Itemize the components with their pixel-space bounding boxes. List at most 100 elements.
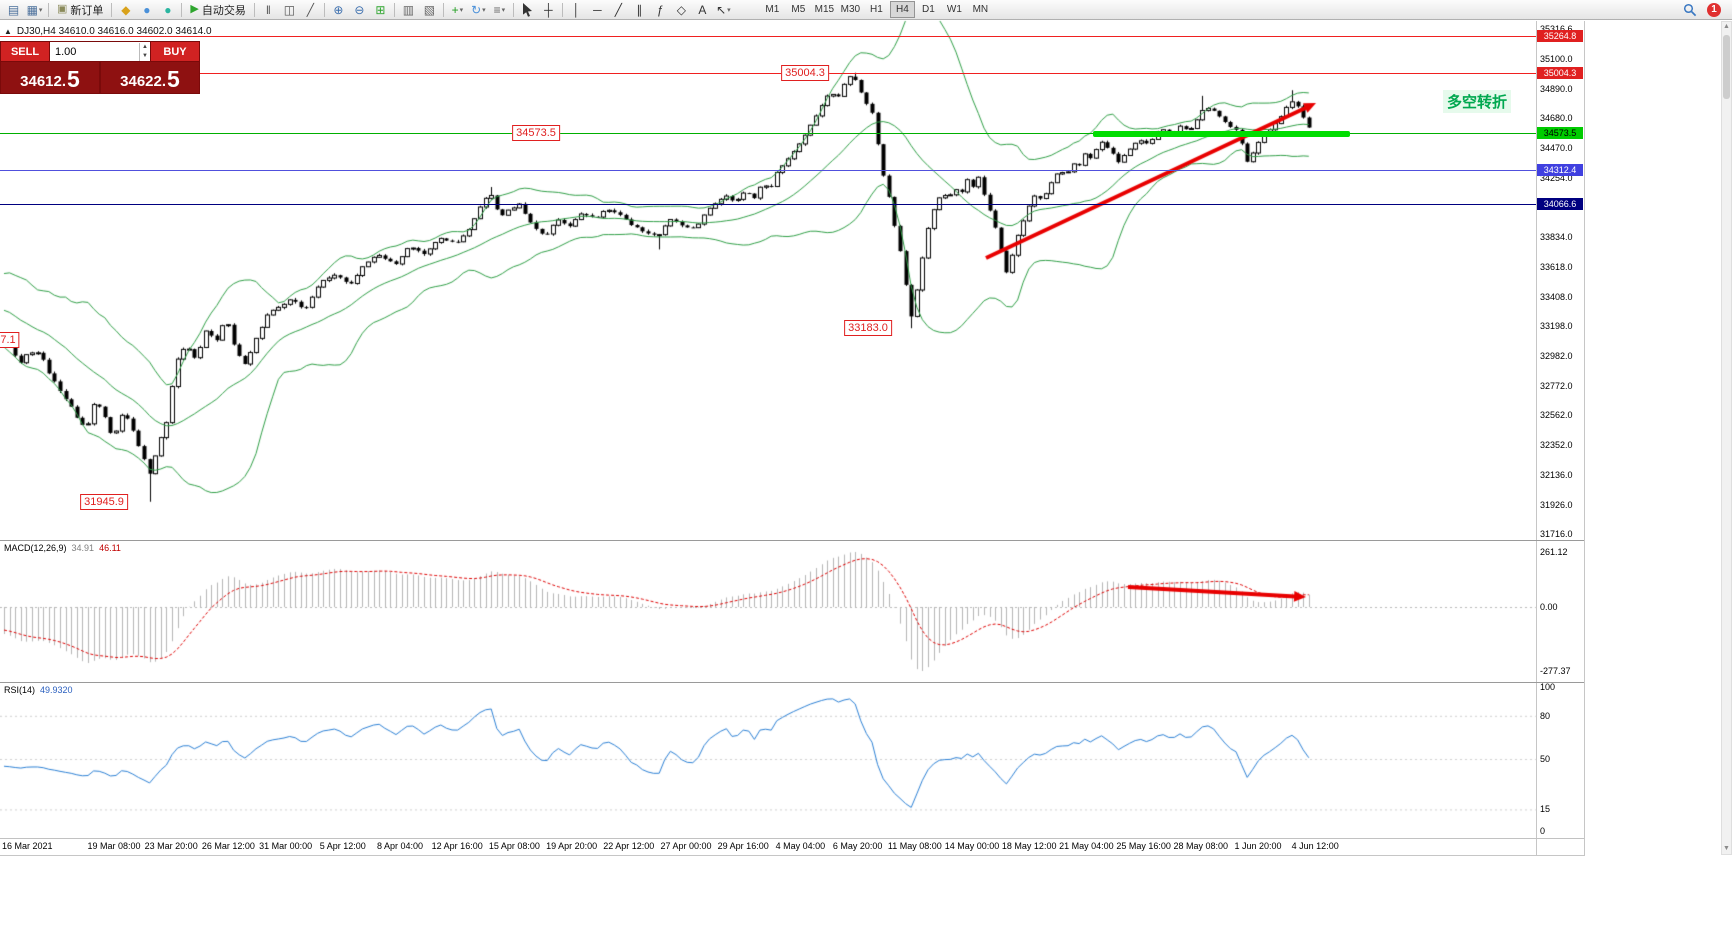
- macd-main-value: 34.91: [71, 543, 95, 553]
- mql5-market-icon[interactable]: ◆: [115, 1, 136, 19]
- rsi-name: RSI(14): [4, 685, 36, 695]
- zoom-out-icon[interactable]: ⊖: [349, 1, 370, 19]
- macd-name: MACD(12,26,9): [4, 543, 67, 553]
- volume-decrease-button[interactable]: ▼: [142, 52, 148, 59]
- chart-profiles-icon-glyph: ▦: [26, 2, 38, 17]
- toolbar-separator: [393, 2, 395, 17]
- arrows-tool-icon-glyph: ↖: [716, 2, 727, 17]
- timeframe-button-mn[interactable]: MN: [972, 4, 989, 15]
- sell-button[interactable]: SELL: [1, 42, 49, 61]
- line-chart-icon[interactable]: ╱: [300, 1, 321, 19]
- volume-input[interactable]: 1.00 ▲ ▼: [50, 42, 150, 61]
- macd-signal-value: 46.11: [99, 543, 121, 553]
- horizontal-level-line-35004.3[interactable]: [0, 73, 1536, 74]
- toolbar-right-group: 1: [1679, 1, 1721, 19]
- rsi-indicator-label: RSI(14) 49.9320: [4, 685, 73, 695]
- dropdown-caret-icon[interactable]: ▾: [727, 6, 731, 14]
- dropdown-caret-icon[interactable]: ▾: [501, 6, 506, 14]
- crosshair-icon[interactable]: ┼: [538, 1, 559, 19]
- community-icon-glyph: ●: [143, 2, 151, 17]
- text-label-icon[interactable]: A: [692, 1, 713, 19]
- chart-settings-icon[interactable]: ≡ ▾: [489, 1, 510, 19]
- new-order-button-label: 新订单: [70, 4, 104, 17]
- fibonacci-icon-glyph: ƒ: [657, 2, 664, 17]
- horizontal-line-icon[interactable]: ─: [587, 1, 608, 19]
- candlestick-chart-icon[interactable]: ◫: [279, 1, 300, 19]
- timeframe-button-d1[interactable]: D1: [921, 4, 935, 15]
- tile-windows-icon[interactable]: ⊞: [370, 1, 391, 19]
- arrows-tool-icon[interactable]: ↖ ▾: [713, 1, 734, 19]
- rsi-panel-separator[interactable]: [0, 682, 1584, 683]
- buy-price-display[interactable]: 34622. 5: [101, 62, 199, 93]
- chart-window-right-border: [1584, 21, 1585, 856]
- timeframe-button-h4[interactable]: H4: [889, 1, 915, 18]
- add-indicator-button[interactable]: + ▾: [447, 1, 468, 19]
- timeframe-button-m1[interactable]: M1: [765, 4, 780, 15]
- sell-price-display[interactable]: 34612. 5: [1, 62, 99, 93]
- new-chart-icon[interactable]: ▤: [3, 1, 24, 19]
- cursor-icon[interactable]: [517, 1, 538, 19]
- sell-price-main: 34612.: [20, 72, 67, 90]
- scroll-down-arrow-icon[interactable]: ▼: [1723, 845, 1730, 852]
- toolbar-separator: [323, 2, 325, 17]
- toolbar-separator: [48, 2, 49, 17]
- timeframe-toolbar: M1 M5 M15 M30 H1 H4 D1 W1 MN: [760, 1, 993, 18]
- auto-trading-button[interactable]: ▶ 自动交易: [185, 1, 250, 19]
- fibonacci-icon[interactable]: ƒ: [650, 1, 671, 19]
- text-label-icon-glyph: A: [698, 2, 707, 17]
- trendline-icon[interactable]: ╱: [608, 1, 629, 19]
- strategy-tester-icon-glyph: ▧: [423, 2, 436, 17]
- zoom-in-icon[interactable]: ⊕: [328, 1, 349, 19]
- new-order-button[interactable]: ▣ 新订单: [52, 1, 108, 19]
- auto-trading-glyph: ▶: [190, 3, 199, 15]
- horizontal-level-line-34066.6[interactable]: [0, 204, 1536, 205]
- equidistant-channel-icon-glyph: ∥: [636, 2, 643, 17]
- volume-increase-button[interactable]: ▲: [142, 43, 148, 50]
- bar-chart-icon-glyph: ‖: [265, 2, 271, 17]
- toolbar-separator: [442, 2, 444, 17]
- volume-value: 1.00: [55, 45, 77, 58]
- data-window-icon[interactable]: ▥: [398, 1, 419, 19]
- horizontal-level-line-34573.5[interactable]: [0, 133, 1536, 134]
- scroll-up-arrow-icon[interactable]: ▲: [1723, 23, 1730, 30]
- virtual-hosting-icon-glyph: ●: [164, 2, 172, 17]
- buy-price-fraction: 5: [167, 66, 180, 93]
- horizontal-level-line-35264.8[interactable]: [0, 36, 1536, 37]
- shapes-icon[interactable]: ◇: [671, 1, 692, 19]
- scrollbar-thumb[interactable]: [1723, 35, 1730, 99]
- vertical-scrollbar[interactable]: ▲ ▼: [1721, 21, 1732, 855]
- chart-annotation-text[interactable]: 多空转折: [1443, 90, 1512, 113]
- strategy-tester-icon[interactable]: ▧: [419, 1, 440, 19]
- shapes-icon-glyph: ◇: [676, 2, 686, 17]
- dropdown-caret-icon[interactable]: ▾: [482, 6, 486, 14]
- chart-title-text: DJ30,H4 34610.0 34616.0 34602.0 34614.0: [16, 26, 212, 37]
- timeframe-button-m5[interactable]: M5: [791, 4, 806, 15]
- sell-price-fraction: 5: [67, 66, 80, 93]
- templates-icon-glyph: ↻: [471, 2, 482, 17]
- templates-icon[interactable]: ↻ ▾: [468, 1, 489, 19]
- price-axis-border: [1536, 21, 1537, 855]
- cursor-arrow-glyph: [522, 3, 532, 17]
- notification-badge[interactable]: 1: [1707, 2, 1721, 17]
- search-icon[interactable]: [1679, 1, 1700, 19]
- dropdown-caret-icon[interactable]: ▾: [38, 6, 43, 14]
- community-icon[interactable]: ●: [136, 1, 157, 19]
- buy-button[interactable]: BUY: [151, 42, 199, 61]
- equidistant-channel-icon[interactable]: ∥: [629, 1, 650, 19]
- new-chart-icon-glyph: ▤: [7, 2, 20, 17]
- timeframe-button-m30[interactable]: M30: [840, 4, 861, 15]
- mql5-market-icon-glyph: ◆: [121, 2, 131, 17]
- timeframe-button-h1[interactable]: H1: [869, 4, 883, 15]
- virtual-hosting-icon[interactable]: ●: [157, 1, 178, 19]
- horizontal-level-line-34312.4[interactable]: [0, 170, 1536, 171]
- bar-chart-icon[interactable]: ‖: [258, 1, 279, 19]
- toolbar-separator: [512, 2, 514, 17]
- chart-profiles-icon[interactable]: ▦ ▾: [24, 1, 45, 19]
- timeframe-button-w1[interactable]: W1: [946, 4, 962, 15]
- vertical-line-icon[interactable]: │: [566, 1, 587, 19]
- timeframe-button-m15[interactable]: M15: [814, 4, 835, 15]
- dropdown-caret-icon[interactable]: ▾: [459, 6, 464, 14]
- macd-panel-separator[interactable]: [0, 540, 1584, 541]
